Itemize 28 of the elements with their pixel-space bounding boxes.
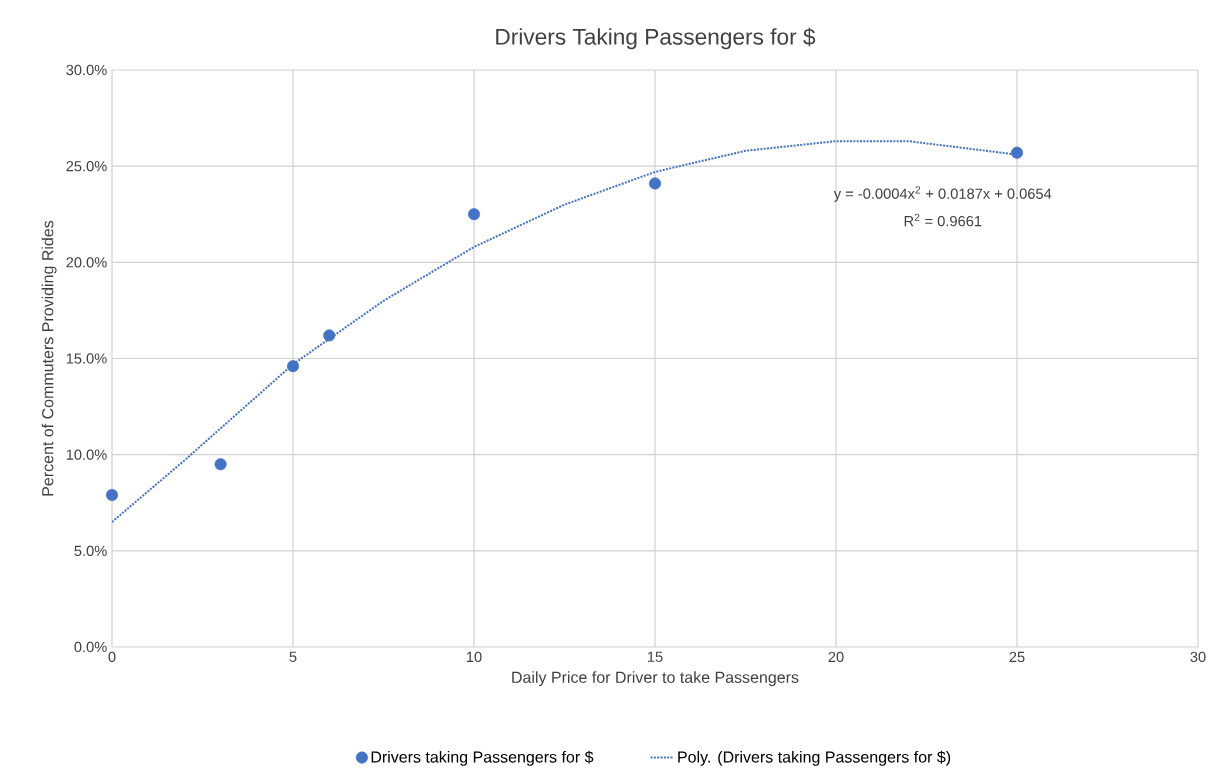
y-tick-label: 15.0%	[66, 353, 107, 364]
point	[1011, 146, 1023, 159]
point	[106, 489, 119, 502]
x-tick-label: 15	[647, 651, 663, 662]
x-tick-label: 25	[1009, 651, 1025, 663]
legend-label: Drivers taking Passengers for $	[371, 750, 594, 766]
y-axis-title: Percent of Commuters Providing Rides	[41, 220, 57, 496]
x-tick-label: 20	[828, 651, 844, 663]
point	[287, 360, 300, 373]
legend-label: Poly. (Drivers taking Passengers for $)	[678, 750, 951, 766]
point	[468, 208, 481, 221]
x-tick-label: 10	[466, 651, 482, 663]
y-tick-label: 30.0%	[66, 64, 107, 76]
y-tick-label: 5.0%	[74, 545, 107, 557]
annotation: y = -0.0004x$^{2}$ + 0.0187x + 0.0654	[833, 186, 1052, 202]
x-tick-label: 5	[289, 651, 297, 662]
x-axis-title: Daily Price for Driver to take Passengers	[512, 671, 799, 687]
x-tick-label: 0	[108, 651, 116, 663]
point	[323, 329, 336, 342]
y-tick-label: 10.0%	[66, 449, 107, 460]
chart-title: Drivers Taking Passengers for $	[496, 27, 816, 50]
point	[214, 458, 227, 471]
y-tick-label: 20.0%	[66, 257, 107, 268]
point	[649, 177, 662, 190]
x-tick-label: 30	[1190, 651, 1206, 663]
annotation: R$^{2}$ = 0.9661	[904, 213, 982, 227]
y-tick-label: 0.0%	[74, 641, 107, 653]
y-tick-label: 25.0%	[66, 160, 107, 172]
